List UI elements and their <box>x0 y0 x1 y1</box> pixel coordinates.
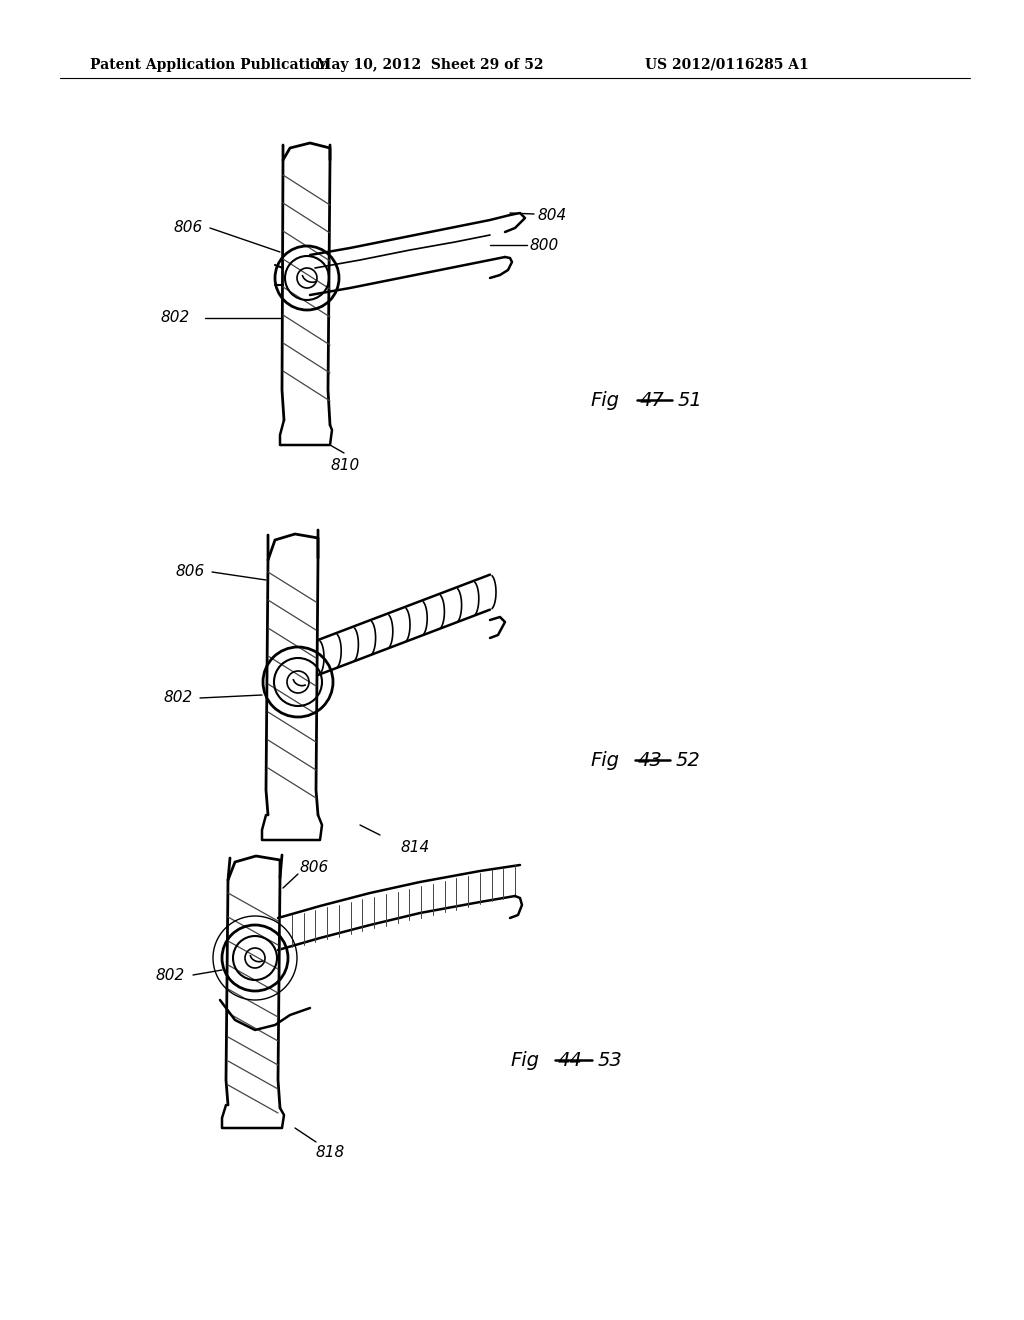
Text: 43: 43 <box>638 751 663 770</box>
Text: 810: 810 <box>331 458 359 473</box>
Text: 814: 814 <box>400 840 430 855</box>
Text: 818: 818 <box>315 1144 345 1160</box>
Text: 802: 802 <box>164 690 193 705</box>
Text: 52: 52 <box>676 751 700 770</box>
Text: 806: 806 <box>175 565 205 579</box>
Text: 802: 802 <box>156 968 184 982</box>
Text: Fig: Fig <box>590 391 618 409</box>
Text: May 10, 2012  Sheet 29 of 52: May 10, 2012 Sheet 29 of 52 <box>316 58 544 73</box>
Text: 806: 806 <box>173 220 203 235</box>
Text: US 2012/0116285 A1: US 2012/0116285 A1 <box>645 58 809 73</box>
Text: 804: 804 <box>537 207 566 223</box>
Text: 53: 53 <box>598 1051 623 1069</box>
Text: 802: 802 <box>161 310 189 326</box>
Text: 47: 47 <box>640 391 665 409</box>
Text: 44: 44 <box>558 1051 583 1069</box>
Text: 51: 51 <box>678 391 702 409</box>
Text: 806: 806 <box>300 861 330 875</box>
Text: Fig: Fig <box>590 751 618 770</box>
Text: Patent Application Publication: Patent Application Publication <box>90 58 330 73</box>
Text: Fig: Fig <box>510 1051 539 1069</box>
Text: 800: 800 <box>530 238 559 252</box>
